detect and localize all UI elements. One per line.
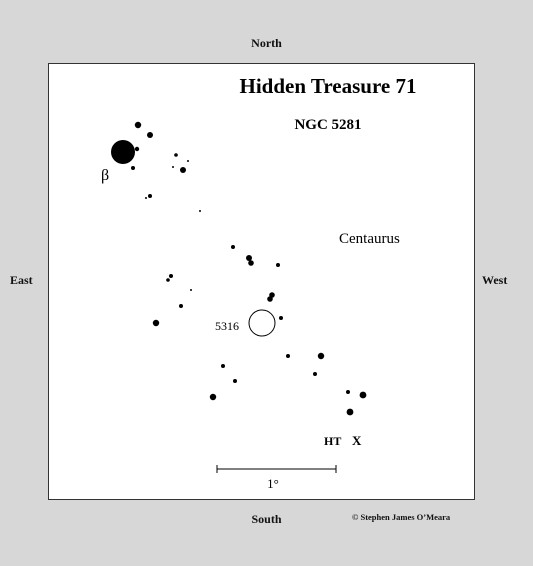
star bbox=[317, 352, 325, 360]
star bbox=[231, 245, 235, 249]
chart-title: Hidden Treasure 71 bbox=[240, 74, 417, 98]
star bbox=[152, 319, 160, 327]
star-field bbox=[111, 121, 367, 416]
star bbox=[346, 390, 350, 394]
star bbox=[131, 166, 135, 170]
star bbox=[199, 210, 201, 212]
star bbox=[279, 316, 283, 320]
star-chart-canvas: Hidden Treasure 71 NGC 5281 Centaurus β … bbox=[101, 74, 417, 491]
cluster-label: 5316 bbox=[215, 319, 239, 333]
star bbox=[134, 146, 140, 152]
star bbox=[169, 274, 173, 278]
star-beta bbox=[111, 140, 135, 164]
star bbox=[180, 167, 186, 173]
star bbox=[276, 263, 280, 267]
scale-bar bbox=[216, 465, 337, 473]
target-x-marker: X bbox=[352, 433, 362, 448]
star bbox=[346, 408, 354, 416]
ht-label: HT bbox=[324, 434, 341, 448]
star bbox=[246, 255, 252, 261]
star bbox=[187, 160, 189, 162]
star bbox=[248, 260, 254, 266]
ngc5316-cluster-circle bbox=[248, 309, 276, 337]
star bbox=[359, 391, 367, 399]
star-chart: Hidden Treasure 71 NGC 5281 Centaurus β … bbox=[48, 63, 475, 500]
east-label: East bbox=[10, 273, 33, 287]
star bbox=[209, 393, 217, 401]
star bbox=[179, 304, 183, 308]
star bbox=[267, 296, 273, 302]
star bbox=[134, 121, 142, 129]
chart-subtitle: NGC 5281 bbox=[294, 117, 361, 133]
star bbox=[313, 372, 317, 376]
scale-label: 1° bbox=[267, 476, 279, 491]
star bbox=[145, 197, 147, 199]
beta-label: β bbox=[101, 167, 109, 184]
star bbox=[148, 194, 152, 198]
star bbox=[147, 132, 153, 138]
star bbox=[190, 289, 192, 291]
star bbox=[286, 354, 290, 358]
south-label: South bbox=[251, 512, 282, 526]
star bbox=[233, 379, 237, 383]
copyright-credit: © Stephen James O’Meara bbox=[352, 512, 451, 522]
star bbox=[172, 166, 174, 168]
west-label: West bbox=[482, 273, 508, 287]
north-label: North bbox=[251, 36, 282, 50]
star bbox=[166, 278, 170, 282]
star bbox=[221, 364, 225, 368]
constellation-label: Centaurus bbox=[339, 231, 400, 247]
star bbox=[174, 153, 178, 157]
